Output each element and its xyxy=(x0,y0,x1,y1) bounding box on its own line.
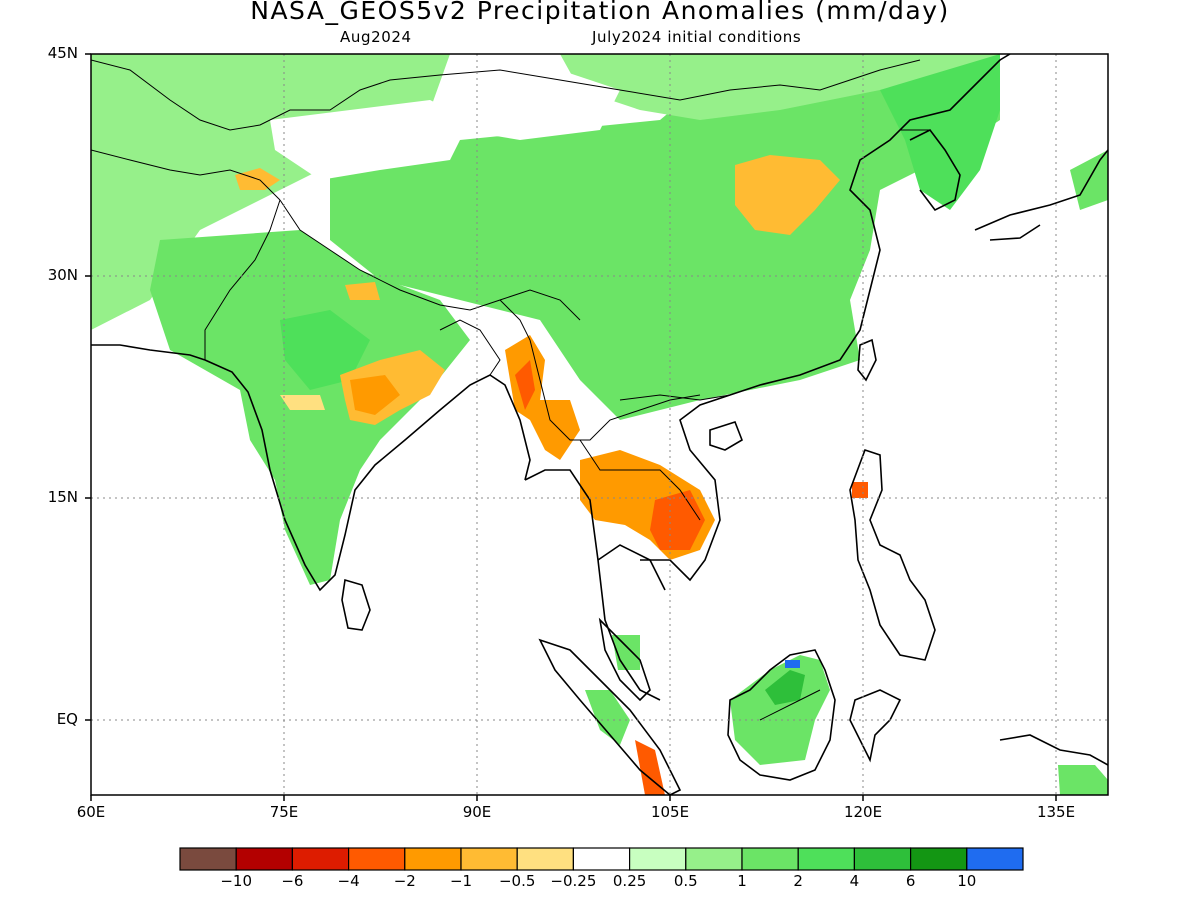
colorbar-level-label: −6 xyxy=(281,872,304,890)
colorbar-level-label: 0.5 xyxy=(673,872,698,890)
anomaly-region-ganges-dry xyxy=(280,395,325,410)
colorbar-swatch xyxy=(797,847,856,871)
colorbar-level-label: −0.25 xyxy=(550,872,597,890)
coastlines xyxy=(91,54,1108,795)
colorbar-swatch xyxy=(460,847,518,871)
valid-month-label: Aug2024 xyxy=(340,28,412,46)
colorbar-level-label: −2 xyxy=(393,872,416,890)
border-thailand-laos xyxy=(579,439,701,521)
lon-tick-label: 120E xyxy=(843,803,883,821)
colorbar-level-label: 10 xyxy=(957,872,977,890)
colorbar-level-label: 1 xyxy=(737,872,747,890)
anomaly-region-malaya xyxy=(612,635,640,670)
chart-title: NASA_GEOS5v2 Precipitation Anomalies (mm… xyxy=(250,0,950,25)
precipitation-anomaly-field xyxy=(91,54,1108,795)
lon-tick-label: 135E xyxy=(1036,803,1076,821)
border-central-asia xyxy=(91,59,921,131)
lat-tick-label: EQ xyxy=(56,710,78,728)
anomaly-region-myanmar-dry-core xyxy=(515,360,535,410)
anomaly-region-tibet-patch-dry xyxy=(345,282,380,300)
anomaly-region-korea-japan xyxy=(880,54,1000,210)
colorbar xyxy=(179,847,1024,871)
colorbar-level-label: 4 xyxy=(849,872,860,890)
colorbar-level-label: −10 xyxy=(220,872,253,890)
coastline-new-guinea xyxy=(999,734,1108,766)
border-bangladesh xyxy=(439,319,501,376)
lat-tick-label: 45N xyxy=(47,44,78,62)
anomaly-region-cambodia-dry-core xyxy=(650,490,705,550)
colorbar-swatch xyxy=(685,847,743,871)
axis-tick-marks xyxy=(85,53,1057,801)
country-borders xyxy=(91,59,930,721)
colorbar-level-label: 2 xyxy=(793,872,803,890)
coastline-malaya xyxy=(598,617,651,702)
anomaly-region-sumatra-south-dry xyxy=(635,740,665,795)
anomaly-region-gobi-neutral xyxy=(450,70,620,140)
colorbar-level-label: 6 xyxy=(905,872,916,890)
lon-tick-label: 105E xyxy=(650,803,690,821)
border-himalaya xyxy=(279,199,581,321)
anomaly-region-borneo-core xyxy=(765,670,805,705)
anomaly-region-new-guinea xyxy=(1058,765,1108,795)
colorbar-swatch xyxy=(348,847,406,871)
colorbar-level-label: 0.25 xyxy=(612,872,647,890)
coastline-taiwan xyxy=(857,338,877,382)
colorbar-swatch xyxy=(966,847,1024,871)
border-pakistan-india xyxy=(204,199,281,360)
coastline-arabian-north xyxy=(91,344,206,361)
gridlines xyxy=(91,54,1108,795)
anomaly-region-borneo-wet-blue xyxy=(785,660,800,668)
colorbar-swatch xyxy=(235,847,293,871)
map-frame xyxy=(90,53,1109,796)
coastline-borneo xyxy=(727,649,836,781)
coastline-sri-lanka xyxy=(341,578,371,631)
colorbar-swatch xyxy=(516,847,575,871)
lat-tick-label: 15N xyxy=(47,488,78,506)
colorbar-swatch xyxy=(291,847,350,871)
lon-tick-label: 90E xyxy=(462,803,492,821)
anomaly-region-central-india-dry-core xyxy=(350,375,400,415)
anomaly-region-central-asia xyxy=(91,54,450,330)
colorbar-level-label: −0.5 xyxy=(498,872,536,890)
colorbar-swatch xyxy=(179,847,237,871)
anomaly-region-tibet-china xyxy=(330,54,1000,420)
anomaly-region-philippines-dry xyxy=(852,482,868,498)
colorbar-swatch xyxy=(741,847,799,871)
coastline-sulawesi xyxy=(849,689,902,763)
coastline-gulf-thailand xyxy=(597,544,666,591)
lon-tick-label: 75E xyxy=(269,803,299,821)
border-afghanistan xyxy=(91,149,281,201)
colorbar-level-label: −4 xyxy=(337,872,360,890)
colorbar-swatch xyxy=(909,847,968,871)
lon-tick-label: 60E xyxy=(76,803,106,821)
anomaly-region-taklamakan-neutral xyxy=(270,100,470,180)
coastline-sumatra xyxy=(538,638,682,795)
anomaly-region-india-core xyxy=(280,310,370,390)
lat-tick-label: 30N xyxy=(47,266,78,284)
border-china-vietnam xyxy=(619,394,731,401)
border-myanmar xyxy=(499,299,701,441)
colorbar-swatch xyxy=(853,847,912,871)
colorbar-swatch xyxy=(628,847,687,871)
coastline-hainan xyxy=(709,421,743,451)
initial-conditions-label: July2024 initial conditions xyxy=(592,28,802,46)
anomaly-region-north-china-dry xyxy=(735,155,840,235)
coastline-philippines xyxy=(849,448,936,661)
colorbar-swatch xyxy=(572,847,631,871)
colorbar-level-label: −1 xyxy=(449,872,473,890)
colorbar-swatch xyxy=(404,847,462,871)
coastline-india xyxy=(204,359,531,592)
border-borneo xyxy=(759,689,821,721)
anomaly-region-sumatra-north xyxy=(585,690,630,745)
coastline-japan xyxy=(974,149,1108,241)
